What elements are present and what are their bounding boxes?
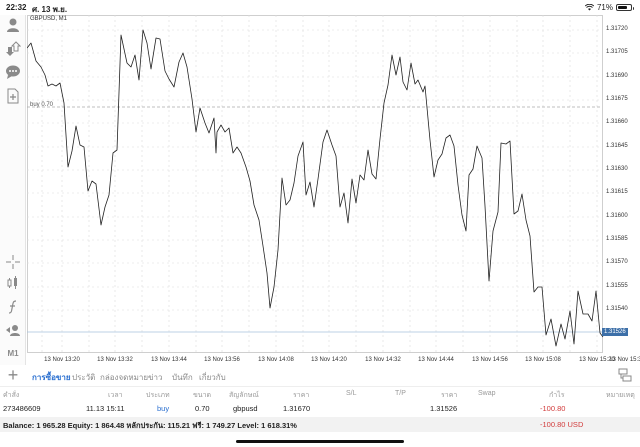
x-tick: 13 Nov 14:20 [311,357,347,363]
indicators-icon[interactable] [3,273,23,293]
bottom-tabs-bar: + การซื้อขาย ประวัติ กล่องจดหมาย ข่าว บั… [0,365,640,387]
current-price-badge: 1.31526 [602,328,628,336]
battery-icon [616,4,634,11]
new-order-icon[interactable] [3,86,23,106]
chart-canvas[interactable] [27,15,640,365]
y-tick: 1.31555 [606,283,628,289]
col-type: ประเภท [146,392,170,399]
x-tick: 13 Nov 15:32 [609,357,640,363]
status-date: ศ. 13 พ.ย. [32,5,68,14]
battery-percent: 71% [596,3,613,12]
y-tick: 1.31600 [606,213,628,219]
col-profit: กำไร [549,392,565,399]
symbol-label: GBPUSD, M1 [30,16,68,22]
order-line-label: buy 0.70 [30,102,54,108]
timeframe-button[interactable]: M1 [7,348,19,358]
x-tick: 13 Nov 14:56 [472,357,508,363]
status-bar: 22:32 ศ. 13 พ.ย. 71% [0,0,640,15]
crosshair-icon[interactable] [3,252,23,272]
col-symbol: สัญลักษณ์ [229,392,259,399]
order-symbol: gbpusd [233,404,258,413]
y-tick: 1.31675 [606,96,628,102]
col-sl: S/L [346,390,357,397]
col-time: เวลา [108,392,123,399]
layout-toggle-icon[interactable] [618,368,632,382]
objects-icon[interactable] [3,320,23,340]
col-order: คำสั่ง [3,392,20,399]
y-tick: 1.31630 [606,166,628,172]
trade-table-header: คำสั่ง เวลา ประเภท ขนาด สัญลักษณ์ ราคา S… [0,387,640,401]
col-tp: T/P [395,390,406,397]
status-time: 22:32 [6,3,27,12]
account-icon[interactable] [3,15,23,35]
price-line [27,29,604,347]
y-tick: 1.31660 [606,119,628,125]
x-tick: 13 Nov 15:08 [525,357,561,363]
tab-journal[interactable]: บันทึก [172,373,193,382]
home-indicator[interactable] [236,440,404,443]
y-tick: 1.31615 [606,189,628,195]
y-tick: 1.31705 [606,49,628,55]
y-tick: 1.31585 [606,236,628,242]
function-icon[interactable] [3,297,23,317]
wifi-icon [584,4,594,11]
chat-icon[interactable] [3,62,23,82]
order-current-price: 1.31526 [430,404,458,413]
y-tick: 1.31570 [606,259,628,265]
x-tick: 13 Nov 13:44 [151,357,187,363]
horizontal-grid [27,29,602,311]
col-size: ขนาด [193,392,212,399]
y-tick: 1.31645 [606,143,628,149]
table-row[interactable]: 273486609 11.13 15:11 buy 0.70 gbpusd 1.… [0,401,640,417]
x-tick: 13 Nov 14:44 [418,357,454,363]
total-profit: -100.80 USD [540,420,584,429]
col-comment: หมายเหตุ [606,392,635,399]
x-tick: 13 Nov 13:56 [204,357,240,363]
x-tick: 13 Nov 14:32 [365,357,401,363]
tab-history[interactable]: ประวัติ [72,373,96,382]
y-tick: 1.31540 [606,306,628,312]
col-open-price: ราคา [293,392,310,399]
status-indicators: 71% [584,3,634,12]
tab-mailbox[interactable]: กล่องจดหมาย [100,373,149,382]
order-time: 11.13 15:11 [86,404,125,413]
price-chart[interactable]: GBPUSD, M1 buy 0.70 1.31720 1.31705 1.31… [27,15,640,365]
add-button[interactable]: + [7,365,19,385]
left-toolbar: M1 [0,15,26,365]
x-tick: 13 Nov 13:20 [44,357,80,363]
tab-news[interactable]: ข่าว [148,373,163,382]
tab-about[interactable]: เกี่ยวกับ [199,373,226,382]
order-open-price: 1.31670 [283,404,311,413]
col-swap: Swap [478,390,496,397]
trade-arrows-icon[interactable] [3,39,23,59]
vertical-grid [41,15,598,352]
x-tick: 13 Nov 14:08 [258,357,294,363]
x-tick: 13 Nov 13:32 [97,357,133,363]
order-id: 273486609 [3,404,41,413]
y-tick: 1.31720 [606,26,628,32]
x-tick: 13 Nov 15:20 [579,357,615,363]
order-type: buy [157,404,170,413]
balance-summary: Balance: 1 965.28 Equity: 1 864.48 หลักป… [3,421,297,430]
y-tick: 1.31690 [606,73,628,79]
col-current-price: ราคา [441,392,458,399]
tab-trade[interactable]: การซื้อขาย [32,373,71,382]
order-size: 0.70 [195,404,210,413]
order-profit: -100.80 [540,404,566,413]
account-summary: Balance: 1 965.28 Equity: 1 864.48 หลักป… [0,417,640,432]
